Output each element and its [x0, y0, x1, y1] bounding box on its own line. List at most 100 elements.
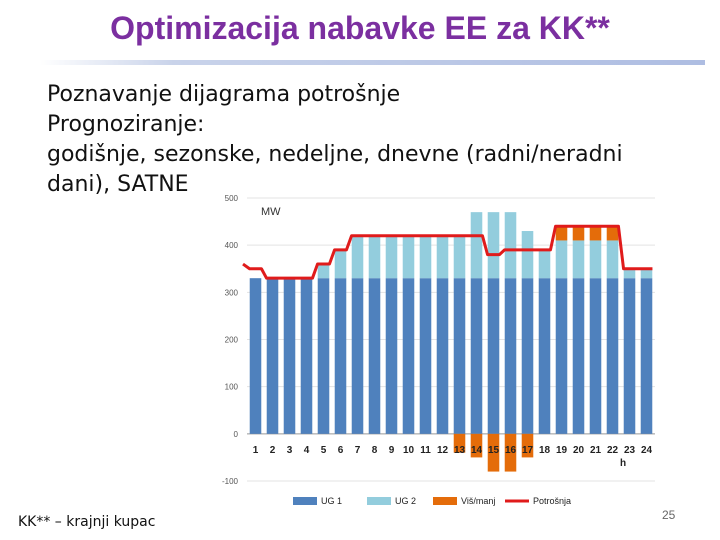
chart-background — [205, 188, 665, 518]
x-tick-label: 5 — [321, 445, 327, 456]
bar-ug2 — [385, 235, 398, 279]
bar-ug1 — [402, 278, 415, 434]
x-axis-label: h — [620, 458, 626, 469]
legend-label: Potrošnja — [533, 496, 571, 506]
y-tick-label: 500 — [225, 194, 239, 203]
y-tick-label: 100 — [225, 383, 239, 392]
x-tick-label: 1 — [253, 445, 259, 456]
y-axis-label: MW — [261, 206, 281, 218]
x-tick-label: 21 — [590, 445, 602, 456]
bar-manjak — [487, 433, 500, 472]
bar-ug1 — [504, 278, 517, 434]
bar-ug1 — [419, 278, 432, 434]
legend-swatch — [367, 497, 391, 505]
bar-ug1 — [334, 278, 347, 434]
bar-ug2 — [521, 231, 534, 279]
bar-ug1 — [266, 278, 279, 434]
bar-ug1 — [606, 278, 619, 434]
hourly-consumption-chart: 1 2 3 4 5 6 7 8 9 10 11 12 13 14 15 16 17 18 19 20 21 22 23 24 … — [205, 188, 665, 518]
bar-ug1 — [351, 278, 364, 434]
bar-ug2 — [453, 235, 466, 279]
x-tick-label: 13 — [454, 445, 466, 456]
y-tick-label: 300 — [225, 288, 239, 297]
bar-manjak — [453, 433, 466, 453]
x-tick-label: 8 — [372, 445, 378, 456]
bar-visak — [606, 226, 619, 241]
bar-ug1 — [470, 278, 483, 434]
x-tick-label: 18 — [539, 445, 551, 456]
bar-ug2 — [538, 249, 551, 279]
bar-ug1 — [317, 278, 330, 434]
x-tick-label: 12 — [437, 445, 449, 456]
bar-visak — [589, 226, 602, 241]
legend-swatch — [293, 497, 317, 505]
x-tick-label: 24 — [641, 445, 653, 456]
bullet-line: Prognoziranje: — [47, 112, 205, 137]
x-tick-label: 19 — [556, 445, 568, 456]
bullet-line: Poznavanje dijagrama potrošnje — [47, 82, 401, 107]
bar-manjak — [470, 433, 483, 458]
bar-ug2 — [334, 249, 347, 279]
bar-ug2 — [351, 235, 364, 279]
y-tick-label: 0 — [234, 430, 239, 439]
title-underline — [40, 60, 705, 65]
bar-ug2 — [402, 235, 415, 279]
bar-ug1 — [385, 278, 398, 434]
x-tick-label: 23 — [624, 445, 636, 456]
bar-ug1 — [538, 278, 551, 434]
x-tick-label: 17 — [522, 445, 534, 456]
bar-manjak — [504, 433, 517, 472]
bar-ug2 — [640, 268, 653, 279]
bar-ug2 — [317, 264, 330, 279]
y-tick-label: 400 — [225, 241, 239, 250]
x-tick-label: 20 — [573, 445, 585, 456]
bar-ug1 — [623, 278, 636, 434]
x-tick-label: 3 — [287, 445, 293, 456]
x-tick-label: 14 — [471, 445, 483, 456]
bar-ug1 — [572, 278, 585, 434]
bar-ug1 — [453, 278, 466, 434]
bar-ug2 — [572, 240, 585, 279]
x-tick-label: 16 — [505, 445, 517, 456]
x-tick-label: 7 — [355, 445, 361, 456]
bar-ug2 — [436, 235, 449, 279]
bar-ug1 — [436, 278, 449, 434]
bar-ug1 — [555, 278, 568, 434]
footer-note: KK** – krajnji kupac — [18, 514, 156, 530]
bar-ug1 — [640, 278, 653, 434]
y-tick-label: 200 — [225, 336, 239, 345]
page-number: 25 — [662, 508, 676, 522]
x-tick-label: 2 — [270, 445, 276, 456]
legend-label: Viš/manj — [461, 496, 495, 506]
bar-manjak — [521, 433, 534, 458]
bar-ug2 — [504, 212, 517, 279]
bar-ug2 — [368, 235, 381, 279]
x-tick-label: 4 — [304, 445, 310, 456]
bar-ug1 — [487, 278, 500, 434]
bullet-line: godišnje, sezonske, nedeljne, dnevne (ra… — [47, 142, 623, 167]
y-tick-label: -100 — [222, 477, 239, 486]
bar-ug2 — [589, 240, 602, 279]
bar-ug1 — [368, 278, 381, 434]
legend-label: UG 2 — [395, 496, 416, 506]
bullet-line: dani), SATNE — [47, 172, 189, 197]
bar-ug2 — [419, 235, 432, 279]
bar-ug1 — [283, 278, 296, 434]
bar-visak — [572, 226, 585, 241]
bar-ug1 — [300, 278, 313, 434]
x-tick-label: 9 — [389, 445, 395, 456]
bar-visak — [555, 226, 568, 241]
bullet-list: Poznavanje dijagrama potrošnje Prognozir… — [47, 80, 623, 200]
bar-ug1 — [521, 278, 534, 434]
x-tick-label: 11 — [420, 445, 431, 456]
slide-title: Optimizacija nabavke EE za KK** — [110, 10, 610, 46]
x-tick-label: 6 — [338, 445, 344, 456]
x-tick-label: 15 — [488, 445, 500, 456]
x-tick-label: 22 — [607, 445, 619, 456]
x-tick-label: 10 — [403, 445, 415, 456]
bar-ug2 — [555, 240, 568, 279]
bar-ug2 — [606, 240, 619, 279]
line-potrosnja — [242, 224, 653, 280]
legend-swatch — [433, 497, 457, 505]
bar-ug1 — [589, 278, 602, 434]
